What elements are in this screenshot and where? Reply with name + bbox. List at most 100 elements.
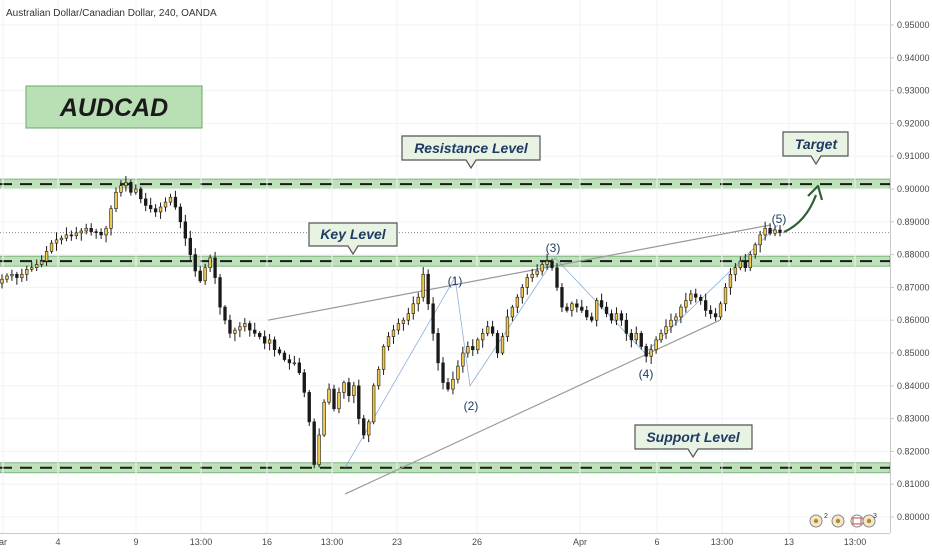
candle[interactable] <box>669 313 673 333</box>
candle[interactable] <box>342 380 346 399</box>
candle[interactable] <box>74 227 78 240</box>
candle[interactable] <box>59 235 64 245</box>
candle[interactable] <box>520 284 524 304</box>
candle[interactable] <box>614 307 619 326</box>
candle[interactable] <box>758 230 762 253</box>
candle[interactable] <box>148 197 153 213</box>
candle[interactable] <box>485 320 490 337</box>
candle[interactable] <box>500 332 505 356</box>
candle[interactable] <box>743 253 747 272</box>
candle[interactable] <box>129 179 133 196</box>
candle[interactable] <box>30 261 34 272</box>
candle[interactable] <box>545 253 549 270</box>
candle[interactable] <box>639 330 643 350</box>
candle[interactable] <box>694 288 698 303</box>
candle[interactable] <box>322 399 326 437</box>
candle[interactable] <box>89 223 93 236</box>
candle[interactable] <box>679 304 683 324</box>
candle[interactable] <box>704 293 708 317</box>
candle[interactable] <box>79 228 83 241</box>
candle[interactable] <box>411 296 415 320</box>
candle[interactable] <box>188 230 192 262</box>
candle[interactable] <box>178 203 183 229</box>
candle[interactable] <box>594 297 599 327</box>
candle[interactable] <box>134 184 138 195</box>
candle[interactable] <box>461 346 465 373</box>
candle[interactable] <box>386 332 391 351</box>
candle[interactable] <box>515 294 520 313</box>
candle[interactable] <box>158 202 163 219</box>
candle[interactable] <box>35 259 39 272</box>
candle[interactable] <box>292 355 297 366</box>
candle[interactable] <box>619 310 624 326</box>
candle[interactable] <box>728 267 733 295</box>
candle[interactable] <box>332 384 336 412</box>
candle[interactable] <box>183 214 188 246</box>
candle[interactable] <box>243 318 247 332</box>
candle[interactable] <box>446 377 450 392</box>
candle[interactable] <box>163 197 168 212</box>
candle[interactable] <box>5 273 9 283</box>
candle[interactable] <box>213 251 217 284</box>
candle[interactable] <box>431 297 435 341</box>
candle[interactable] <box>362 415 366 440</box>
candle[interactable] <box>634 326 638 345</box>
candle[interactable] <box>119 180 123 197</box>
candle[interactable] <box>64 227 69 242</box>
candle[interactable] <box>763 221 767 241</box>
candle[interactable] <box>505 309 510 342</box>
candle[interactable] <box>391 324 396 344</box>
candle[interactable] <box>416 292 420 312</box>
candle[interactable] <box>708 305 713 319</box>
candle[interactable] <box>436 328 440 371</box>
candle[interactable] <box>644 343 648 363</box>
candle[interactable] <box>590 312 594 323</box>
candle[interactable] <box>629 329 634 348</box>
candle[interactable] <box>15 271 19 285</box>
candle[interactable] <box>297 357 301 375</box>
candle[interactable] <box>114 187 118 213</box>
candle[interactable] <box>208 254 212 273</box>
candle[interactable] <box>233 327 237 342</box>
candle[interactable] <box>466 341 470 358</box>
candle[interactable] <box>248 320 252 337</box>
candle[interactable] <box>20 268 24 282</box>
candle[interactable] <box>39 255 44 268</box>
candle[interactable] <box>733 263 738 282</box>
candle[interactable] <box>357 379 361 425</box>
candle[interactable] <box>535 264 539 278</box>
candle[interactable] <box>277 346 282 356</box>
candle[interactable] <box>312 418 316 469</box>
candle[interactable] <box>153 204 158 217</box>
candle[interactable] <box>376 366 381 390</box>
flag-icon[interactable] <box>831 514 845 528</box>
candle[interactable] <box>253 322 257 337</box>
candle[interactable] <box>510 304 515 322</box>
candle[interactable] <box>381 344 386 375</box>
candle[interactable] <box>604 301 609 318</box>
candle[interactable] <box>599 293 604 310</box>
candle[interactable] <box>624 312 629 341</box>
candle[interactable] <box>139 186 143 204</box>
candle[interactable] <box>168 193 173 206</box>
candle[interactable] <box>317 428 321 468</box>
idea-icon[interactable] <box>809 514 823 528</box>
candle[interactable] <box>689 290 693 305</box>
candle[interactable] <box>223 305 227 325</box>
candle[interactable] <box>198 265 202 283</box>
candle[interactable] <box>193 248 197 277</box>
candle[interactable] <box>778 225 782 237</box>
candle[interactable] <box>44 246 49 267</box>
candle[interactable] <box>367 419 371 443</box>
candle[interactable] <box>54 232 59 251</box>
candle[interactable] <box>228 314 232 338</box>
candle[interactable] <box>476 337 480 354</box>
candle[interactable] <box>282 350 287 362</box>
candlesticks[interactable] <box>0 175 782 469</box>
candle[interactable] <box>674 313 678 326</box>
candle[interactable] <box>124 175 128 192</box>
candle[interactable] <box>565 303 569 313</box>
calendar-icon[interactable] <box>850 514 864 528</box>
